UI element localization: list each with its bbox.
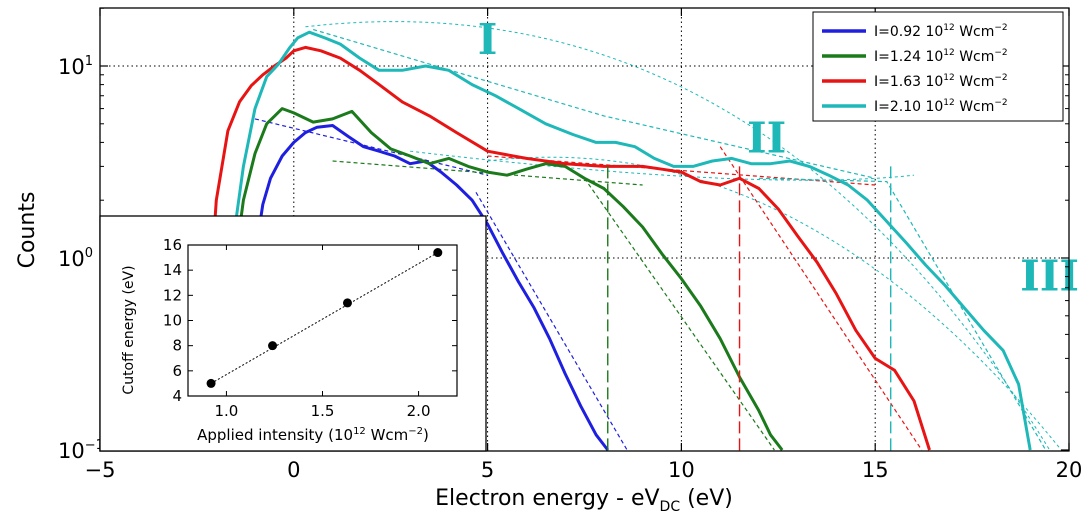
envelope-fit <box>487 156 1062 451</box>
inset-body: 1.0 1.5 2.0 4 6 8 10 12 14 16 <box>163 236 458 420</box>
series-line-3 <box>207 45 931 451</box>
fit-line <box>254 118 488 176</box>
x-axis-label: Electron energy - eVDC (eV) <box>435 486 733 514</box>
fit-line <box>475 191 628 451</box>
inset-data-point <box>342 298 352 308</box>
x-tick-label: 10 <box>668 458 695 482</box>
fit-line <box>758 177 1047 451</box>
legend: I=0.92 1012 Wcm−2 I=1.24 1012 Wcm−2 I=1.63… <box>812 11 1064 122</box>
inset-y-tick-label: 4 <box>172 387 182 405</box>
series-line-4 <box>222 30 1032 451</box>
x-tick-label: 5 <box>481 458 494 482</box>
y-tick-label: 10−1 <box>58 438 104 463</box>
region-label: I <box>478 15 498 64</box>
cutoff-markers <box>607 166 892 451</box>
inset-x-tick-label: 2.0 <box>407 402 431 420</box>
envelope-fit <box>410 150 915 181</box>
series-line-2 <box>226 107 784 451</box>
x-tick-label: 0 <box>287 458 300 482</box>
inset-y-tick-label: 10 <box>163 312 182 330</box>
x-tick-label: 15 <box>862 458 889 482</box>
fit-line <box>584 177 775 451</box>
inset-x-tick-label: 1.5 <box>311 402 335 420</box>
region-label: III <box>1020 252 1079 301</box>
inset-data-point <box>206 378 216 388</box>
y-axis-label: Counts <box>15 192 40 269</box>
envelope-fit <box>305 21 1051 451</box>
inset-y-axis-label: Cutoff energy (eV) <box>121 265 137 394</box>
inset-x-tick-label: 1.0 <box>214 402 238 420</box>
legend-label: I=0.92 1012 Wcm−2 <box>874 23 1008 40</box>
inset-background <box>99 215 487 452</box>
main-axis-ticks: −5 0 5 10 15 20 10−1 100 101 <box>58 7 1082 482</box>
y-tick-label: 101 <box>58 54 93 79</box>
x-tick-label: 20 <box>1056 458 1082 482</box>
inset-data-point <box>268 341 278 351</box>
fit-line <box>313 28 876 179</box>
series-line-1 <box>249 124 609 451</box>
legend-label: I=1.24 1012 Wcm−2 <box>874 48 1008 65</box>
y-tick-label: 100 <box>58 246 93 271</box>
inset-y-tick-label: 14 <box>163 261 182 279</box>
inset-y-tick-label: 6 <box>172 362 182 380</box>
legend-label: I=2.10 1012 Wcm−2 <box>874 98 1008 115</box>
series-lines <box>207 30 1032 451</box>
inset-data-point <box>433 248 443 258</box>
inset-y-tick-label: 16 <box>163 236 182 254</box>
fit-line <box>719 146 923 451</box>
inset-y-tick-label: 8 <box>172 337 182 355</box>
legend-label: I=1.63 1012 Wcm−2 <box>874 73 1008 90</box>
inset-y-tick-label: 12 <box>163 286 182 304</box>
inset-x-axis-label: Applied intensity (1012 Wcm−2) <box>197 426 429 444</box>
region-label: II <box>747 113 786 162</box>
x-tick-label: −5 <box>85 458 116 482</box>
